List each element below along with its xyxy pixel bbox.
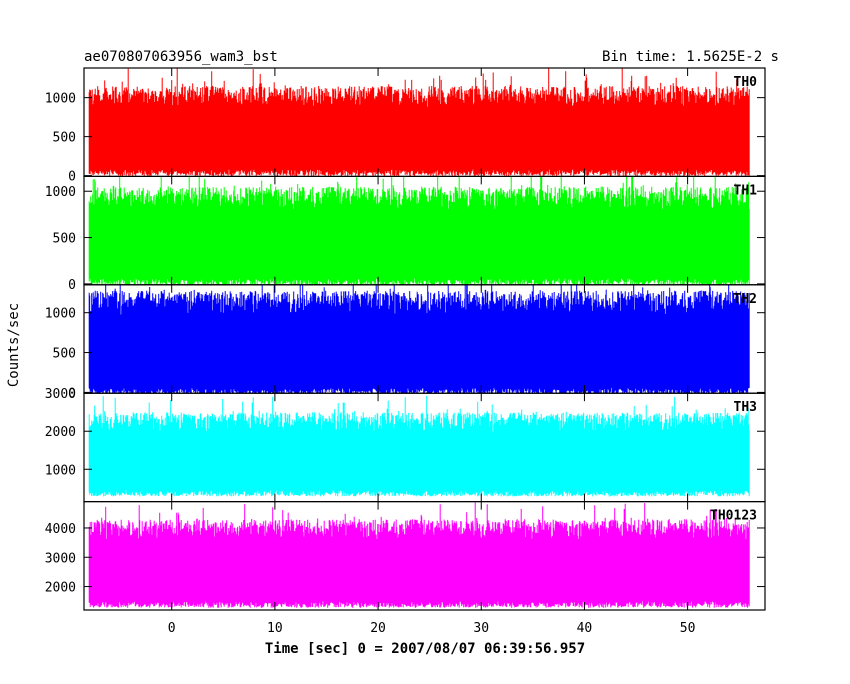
panel-label-th3: TH3 [734,400,757,415]
series-th3 [88,395,750,497]
y-tick-label: 500 [53,131,76,146]
y-tick-label: 1000 [45,185,76,200]
x-tick-label: 30 [473,621,489,636]
panel-label-th2: TH2 [734,292,757,307]
bin-time-label: Bin time: 1.5625E-2 s [602,49,779,65]
y-tick-label: 500 [53,347,76,362]
y-axis-label: Counts/sec [6,303,22,387]
x-tick-label: 20 [370,621,386,636]
panel-label-th0123: TH0123 [710,509,757,524]
y-tick-label: 1000 [45,463,76,478]
y-tick-label: 3000 [45,387,76,402]
series-th1 [88,176,750,285]
series-th0 [88,68,750,177]
y-tick-label: 0 [68,278,76,293]
x-tick-label: 10 [267,621,283,636]
y-tick-label: 1000 [45,307,76,322]
x-tick-label: 0 [168,621,176,636]
series-th2 [88,284,750,394]
panel-label-th0: TH0 [734,75,758,90]
y-tick-label: 2000 [45,425,76,440]
panel-frame-th0123 [83,501,766,611]
x-tick-label: 50 [680,621,696,636]
x-axis-label: Time [sec] 0 = 2007/08/07 06:39:56.957 [265,641,585,657]
y-tick-label: 1000 [45,92,76,107]
chart-title: ae070807063956_wam3_bst [84,49,278,65]
y-tick-label: 4000 [45,522,76,537]
y-tick-label: 2000 [45,581,76,596]
y-tick-label: 3000 [45,551,76,566]
y-tick-label: 0 [68,386,76,401]
y-tick-label: 500 [53,232,76,247]
x-tick-label: 40 [577,621,593,636]
y-tick-label: 0 [68,170,76,185]
series-th0123 [88,502,750,608]
panel-label-th1: TH1 [734,183,758,198]
